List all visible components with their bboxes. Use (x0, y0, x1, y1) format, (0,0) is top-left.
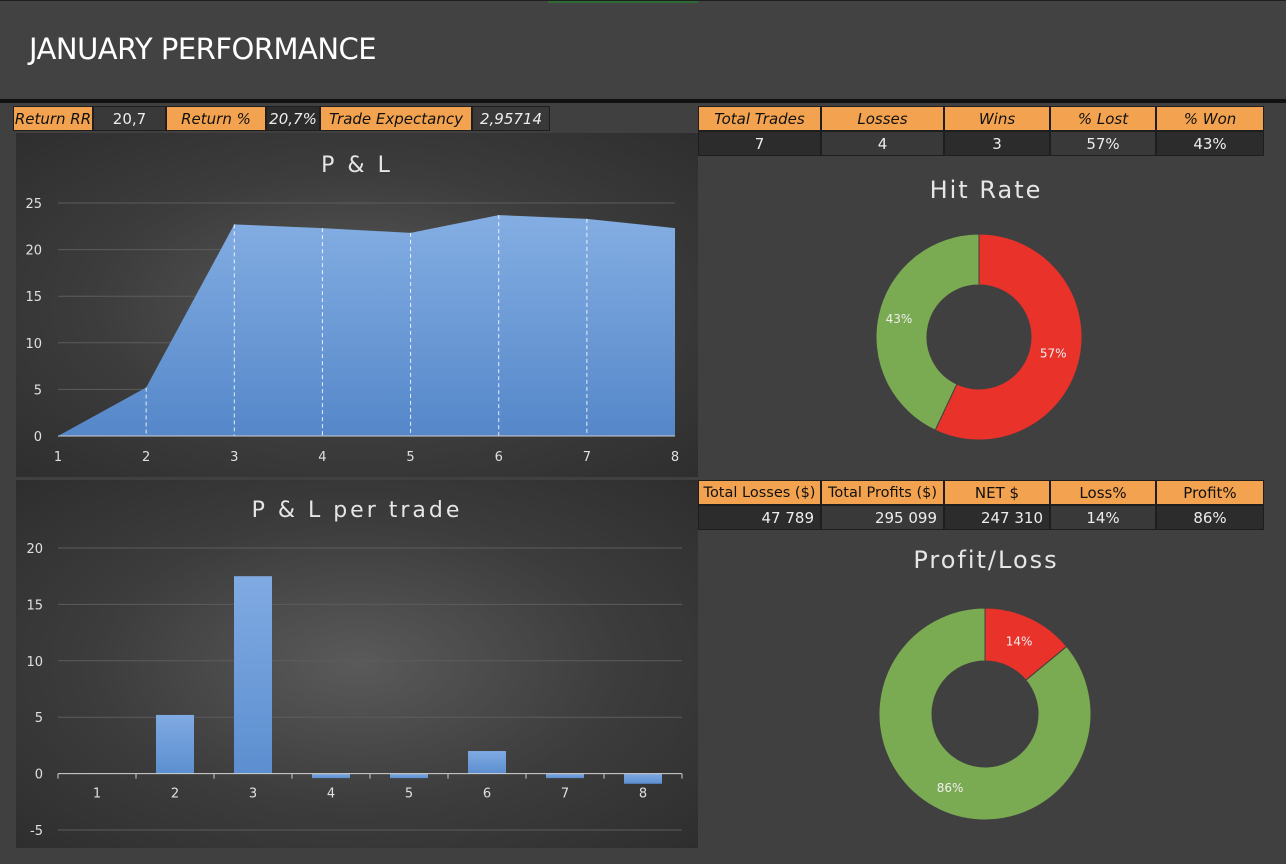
trade-expectancy-value[interactable]: 2,95714 (472, 106, 550, 131)
pl-y-tick: 0 (34, 430, 42, 445)
total-trades-value[interactable]: 7 (698, 131, 821, 156)
pl-per-trade-chart[interactable]: P & L per trade -5 0 5 10 15 20 1 2 3 4 5 6 7 8 (16, 480, 698, 848)
return-rr-value[interactable]: 20,7 (93, 106, 166, 131)
bar-x-tick: 3 (249, 787, 257, 802)
loss-pct-value[interactable]: 14% (1050, 505, 1156, 530)
pl-x-tick: 3 (230, 450, 238, 465)
losses-header[interactable]: Losses (821, 106, 944, 131)
pl-per-trade-title: P & L per trade (251, 498, 463, 523)
pl-x-tick: 1 (54, 450, 62, 465)
net-value[interactable]: 247 310 (944, 505, 1050, 530)
bar-x-tick: 5 (405, 787, 413, 802)
bar-x-tick: 4 (327, 787, 335, 802)
pl-y-tick: 15 (25, 290, 42, 305)
bar-y-tick: 15 (26, 598, 43, 613)
total-losses-header[interactable]: Total Losses ($) (698, 480, 821, 505)
pl-chart[interactable]: P & L 0 5 10 15 20 25 1 2 3 4 5 6 7 8 (16, 133, 698, 477)
pl-point[interactable] (497, 213, 501, 217)
donut-slice[interactable] (934, 233, 1083, 441)
pct-won-header[interactable]: % Won (1156, 106, 1264, 131)
pct-won-value[interactable]: 43% (1156, 131, 1264, 156)
bar-x-tick: 8 (639, 787, 647, 802)
donut-slice-label: 86% (937, 781, 964, 795)
wins-value[interactable]: 3 (944, 131, 1050, 156)
bar-y-tick: 20 (26, 542, 43, 557)
profit-loss-title: Profit/Loss (913, 546, 1059, 574)
pl-x-tick: 6 (495, 450, 503, 465)
pl-y-tick: 5 (34, 383, 42, 398)
header-divider (0, 99, 1286, 103)
pl-per-trade-bar[interactable] (312, 773, 350, 779)
pct-lost-value[interactable]: 57% (1050, 131, 1156, 156)
pl-x-tick: 2 (142, 450, 150, 465)
pl-y-tick: 25 (25, 197, 42, 212)
bar-x-tick: 2 (171, 787, 179, 802)
pl-x-tick: 7 (583, 450, 591, 465)
bar-y-tick: -5 (30, 824, 43, 839)
pl-x-tick: 5 (406, 450, 414, 465)
pl-per-trade-bar[interactable] (234, 576, 272, 774)
bar-y-tick: 10 (26, 655, 43, 670)
bar-x-tick: 7 (561, 787, 569, 802)
return-pct-label[interactable]: Return % (166, 106, 266, 131)
pl-y-tick: 10 (25, 337, 42, 352)
bar-x-tick: 1 (93, 787, 101, 802)
donut-slice-label: 57% (1040, 347, 1067, 361)
donut-slice[interactable] (878, 607, 1092, 821)
bar-y-tick: 5 (35, 711, 43, 726)
wins-header[interactable]: Wins (944, 106, 1050, 131)
bar-y-tick: 0 (35, 768, 43, 783)
pl-per-trade-bar[interactable] (156, 714, 194, 774)
pl-area-series[interactable] (58, 215, 675, 436)
pl-point[interactable] (232, 222, 236, 226)
pl-point[interactable] (585, 217, 589, 221)
trade-expectancy-label[interactable]: Trade Expectancy (320, 106, 472, 131)
pl-per-trade-bar[interactable] (624, 773, 662, 784)
pl-per-trade-bar[interactable] (468, 751, 506, 774)
pl-point[interactable] (673, 226, 677, 230)
net-header[interactable]: NET $ (944, 480, 1050, 505)
pl-x-tick: 4 (318, 450, 326, 465)
pl-x-tick: 8 (671, 450, 679, 465)
pl-per-trade-plot: -5 0 5 10 15 20 1 2 3 4 5 6 7 8 (26, 542, 683, 839)
donut-slice-label: 14% (1006, 635, 1033, 649)
return-rr-label[interactable]: Return RR (13, 106, 93, 131)
hit-rate-title: Hit Rate (929, 176, 1043, 204)
bar-x-tick: 6 (483, 787, 491, 802)
profit-loss-donut[interactable]: 14% 86% (855, 584, 1115, 844)
pl-point[interactable] (144, 386, 148, 390)
page-title: JANUARY PERFORMANCE (29, 32, 377, 66)
pl-point[interactable] (409, 231, 413, 235)
total-losses-value[interactable]: 47 789 (698, 505, 821, 530)
profit-pct-value[interactable]: 86% (1156, 505, 1264, 530)
pct-lost-header[interactable]: % Lost (1050, 106, 1156, 131)
losses-value[interactable]: 4 (821, 131, 944, 156)
pl-chart-plot: 0 5 10 15 20 25 1 2 3 4 5 6 7 8 (25, 197, 679, 465)
donut-slice-label: 43% (886, 312, 913, 326)
return-pct-value[interactable]: 20,7% (266, 106, 320, 131)
profit-pct-header[interactable]: Profit% (1156, 480, 1264, 505)
total-profits-header[interactable]: Total Profits ($) (821, 480, 944, 505)
total-profits-value[interactable]: 295 099 (821, 505, 944, 530)
pl-per-trade-bar[interactable] (390, 773, 428, 779)
pl-point[interactable] (320, 226, 324, 230)
pl-y-tick: 20 (25, 244, 42, 259)
header-bar: JANUARY PERFORMANCE (0, 0, 1286, 100)
hit-rate-donut[interactable]: 57% 43% (849, 207, 1109, 467)
total-trades-header[interactable]: Total Trades (698, 106, 821, 131)
active-tab-accent (548, 1, 698, 3)
donut-slice[interactable] (875, 233, 980, 431)
loss-pct-header[interactable]: Loss% (1050, 480, 1156, 505)
pl-chart-title: P & L (321, 153, 393, 178)
pl-per-trade-bar[interactable] (546, 773, 584, 779)
